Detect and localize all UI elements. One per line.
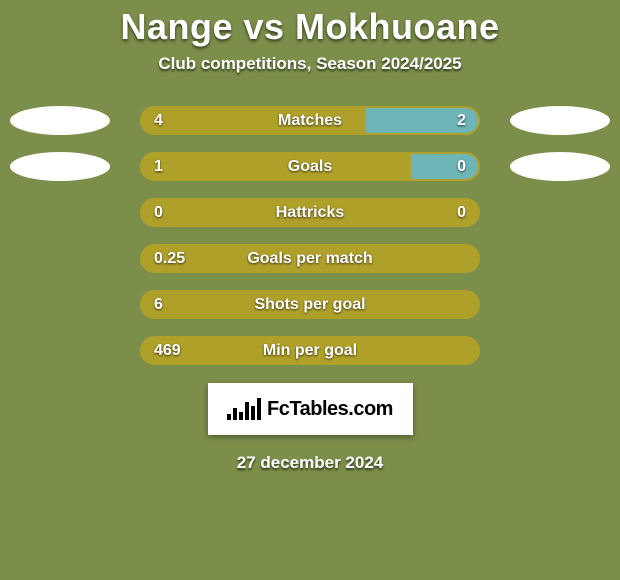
stat-right-value: 0 (445, 200, 478, 225)
stat-row: 1Goals0 (0, 152, 620, 181)
subtitle: Club competitions, Season 2024/2025 (158, 54, 461, 74)
stat-label: Hattricks (142, 200, 478, 225)
ellipse-right (510, 152, 610, 181)
stat-row: 469Min per goal (0, 336, 620, 365)
page-title: Nange vs Mokhuoane (120, 6, 499, 48)
logo-bar (251, 406, 255, 420)
stat-right-value: 0 (445, 154, 478, 179)
logo-bar (257, 398, 261, 420)
stat-bar: 0.25Goals per match (140, 244, 480, 273)
logo-bar (245, 402, 249, 420)
stat-label: Shots per goal (142, 292, 478, 317)
logo-bar (227, 414, 231, 420)
fctables-logo: FcTables.com (208, 383, 413, 435)
stat-label: Matches (142, 108, 478, 133)
stat-label: Goals per match (142, 246, 478, 271)
ellipse-left (10, 106, 110, 135)
stat-bar: 4Matches2 (140, 106, 480, 135)
stat-bar: 6Shots per goal (140, 290, 480, 319)
stat-row: 0Hattricks0 (0, 198, 620, 227)
stat-row: 6Shots per goal (0, 290, 620, 319)
logo-bars-icon (227, 398, 261, 420)
ellipse-right (510, 106, 610, 135)
ellipse-left (10, 152, 110, 181)
stat-row: 0.25Goals per match (0, 244, 620, 273)
stat-label: Min per goal (142, 338, 478, 363)
stat-rows: 4Matches21Goals00Hattricks00.25Goals per… (0, 106, 620, 365)
date-label: 27 december 2024 (237, 453, 384, 473)
logo-bar (239, 412, 243, 420)
stat-bar: 1Goals0 (140, 152, 480, 181)
stat-bar: 0Hattricks0 (140, 198, 480, 227)
comparison-infographic: Nange vs Mokhuoane Club competitions, Se… (0, 0, 620, 580)
stat-label: Goals (142, 154, 478, 179)
logo-text: FcTables.com (267, 398, 393, 421)
stat-right-value: 2 (445, 108, 478, 133)
stat-row: 4Matches2 (0, 106, 620, 135)
logo-bar (233, 408, 237, 420)
stat-bar: 469Min per goal (140, 336, 480, 365)
